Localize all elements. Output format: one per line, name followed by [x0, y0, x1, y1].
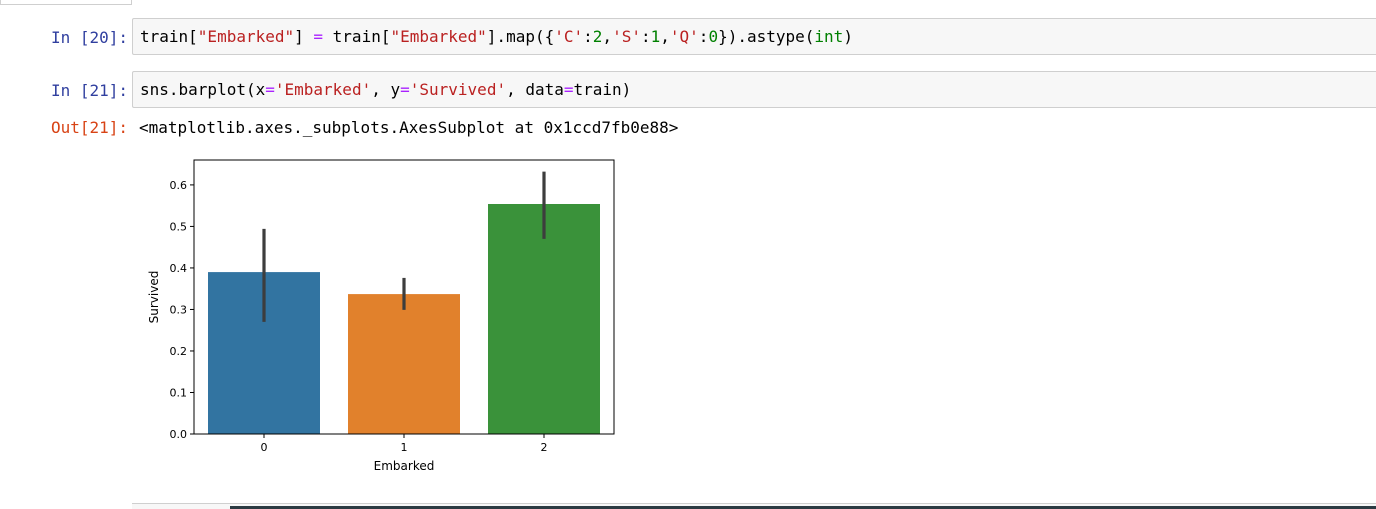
code-cell-20[interactable]: In [20]: train["Embarked"] = train["Emba…	[0, 18, 1376, 58]
code-token: :	[640, 27, 651, 46]
y-tick-label: 0.3	[170, 303, 188, 316]
code-token: =	[563, 80, 574, 99]
y-tick-label: 0.4	[170, 262, 188, 275]
code-token: 'S'	[612, 27, 641, 46]
bar-chart: 0.0 0.1 0.2 0.3 0.4 0.5 0.6 0 1 2 Embarked Survived	[140, 155, 630, 485]
code-text[interactable]: sns.barplot(x='Embarked', y='Survived', …	[140, 80, 631, 100]
code-token: =	[313, 27, 324, 46]
code-token: :	[583, 27, 593, 46]
code-token: =	[400, 80, 410, 99]
code-token: }).astype(	[718, 27, 815, 46]
code-token: , y	[371, 80, 401, 99]
output-prompt: Out[21]:	[50, 118, 128, 137]
toolbar-edge	[0, 0, 132, 5]
y-tick-label: 0.0	[170, 428, 188, 441]
x-tick-label: 2	[541, 441, 548, 454]
code-token: :	[698, 27, 709, 46]
bar-1	[348, 294, 460, 434]
code-token: 2	[592, 27, 603, 46]
code-token: "Embarked"	[197, 27, 295, 46]
code-token: train[	[140, 27, 198, 46]
code-token: sns.barplot(x	[140, 80, 266, 99]
code-token: 'Survived'	[409, 80, 507, 99]
code-token: 0	[708, 27, 719, 46]
input-prompt: In [21]:	[50, 81, 128, 100]
x-axis-label: Embarked	[374, 459, 435, 473]
taskbar-strip	[230, 506, 1376, 509]
code-token: )	[843, 27, 853, 46]
code-cell-21[interactable]: In [21]: sns.barplot(x='Embarked', y='Su…	[0, 71, 1376, 501]
code-token: 'Embarked'	[274, 80, 372, 99]
code-text[interactable]: train["Embarked"] = train["Embarked"].ma…	[140, 27, 853, 47]
x-tick-label: 0	[261, 441, 268, 454]
code-token: 1	[650, 27, 661, 46]
y-tick-label: 0.2	[170, 345, 188, 358]
code-token: ]	[294, 27, 314, 46]
code-token: ,	[660, 27, 670, 46]
code-token: ,	[602, 27, 613, 46]
x-tick-label: 1	[401, 441, 408, 454]
code-token: ].map({	[486, 27, 555, 46]
code-token: , data	[506, 80, 564, 99]
code-token: =	[265, 80, 275, 99]
code-input[interactable]: train["Embarked"] = train["Embarked"].ma…	[132, 18, 1376, 55]
code-token: train)	[573, 80, 632, 99]
output-text: <matplotlib.axes._subplots.AxesSubplot a…	[139, 118, 679, 137]
bar-2	[488, 204, 600, 434]
code-token: 'C'	[554, 27, 584, 46]
chart-svg: 0.0 0.1 0.2 0.3 0.4 0.5 0.6 0 1 2 Embarked Survived	[147, 159, 615, 473]
y-tick-label: 0.1	[170, 386, 188, 399]
code-token: 'Q'	[669, 27, 699, 46]
input-prompt: In [20]:	[50, 28, 128, 47]
y-tick-label: 0.5	[170, 220, 188, 233]
code-token: train[	[323, 27, 391, 46]
code-token: int	[814, 27, 844, 46]
y-tick-label: 0.6	[170, 179, 188, 192]
code-token: "Embarked"	[390, 27, 487, 46]
y-axis-label: Survived	[147, 271, 161, 324]
code-input[interactable]: sns.barplot(x='Embarked', y='Survived', …	[132, 71, 1376, 108]
